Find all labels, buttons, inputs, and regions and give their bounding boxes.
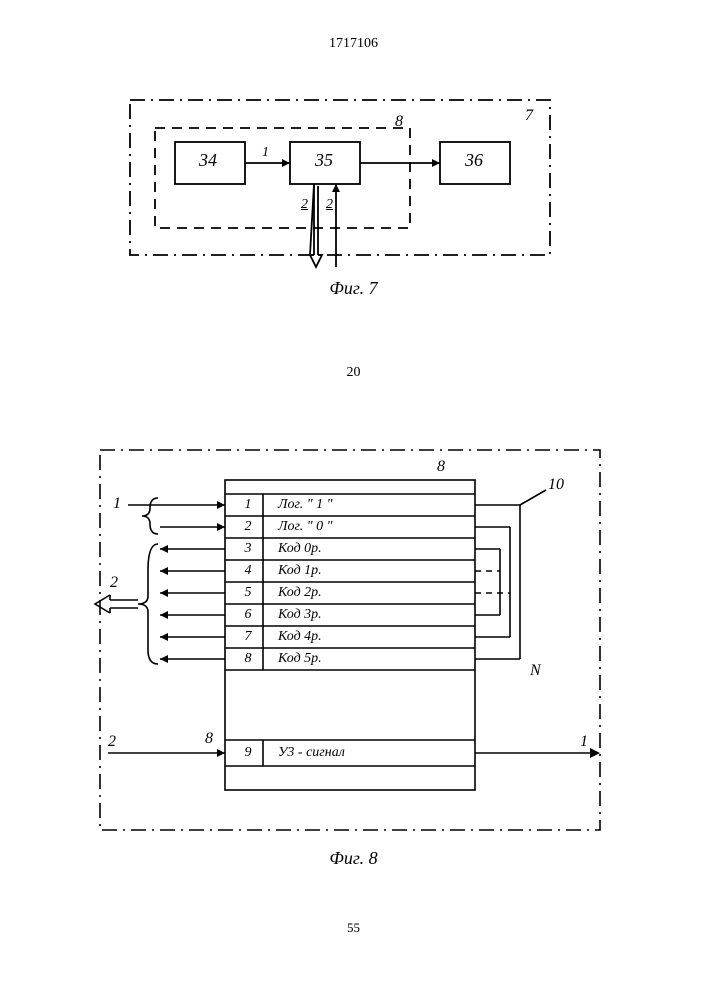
fig8-right-1: 1 [580, 733, 588, 751]
row-t-2: Лог. " 0 " [278, 519, 333, 535]
row-n-8: 8 [238, 651, 258, 667]
row-t-6: Код 3р. [278, 607, 322, 623]
row-n-4: 4 [238, 563, 258, 579]
row-t-5: Код 2р. [278, 585, 322, 601]
row-n-6: 6 [238, 607, 258, 623]
page-footer: 55 [0, 920, 707, 936]
row-t-4: Код 1р. [278, 563, 322, 579]
row-t-9: У3 - сигнал [278, 745, 345, 761]
fig8-left-2: 2 [110, 574, 118, 592]
row-t-3: Код 0р. [278, 541, 322, 557]
row-t-8: Код 5р. [278, 651, 322, 667]
row-n-3: 3 [238, 541, 258, 557]
row-n-5: 5 [238, 585, 258, 601]
row-t-1: Лог. " 1 " [278, 497, 333, 513]
fig8-left-2b: 2 [108, 733, 116, 751]
fig8-left-1: 1 [113, 495, 121, 513]
row-t-7: Код 4р. [278, 629, 322, 645]
row-n-2: 2 [238, 519, 258, 535]
fig8-caption: Фиг. 8 [0, 848, 707, 869]
fig8-bottom-8: 8 [205, 730, 213, 748]
row-n-9: 9 [238, 745, 258, 761]
fig8-label-N: N [530, 662, 541, 680]
row-n-1: 1 [238, 497, 258, 513]
fig8-outer-label: 8 [437, 458, 445, 476]
row-n-7: 7 [238, 629, 258, 645]
fig8-svg [0, 0, 707, 900]
fig8-label-10: 10 [548, 476, 564, 494]
